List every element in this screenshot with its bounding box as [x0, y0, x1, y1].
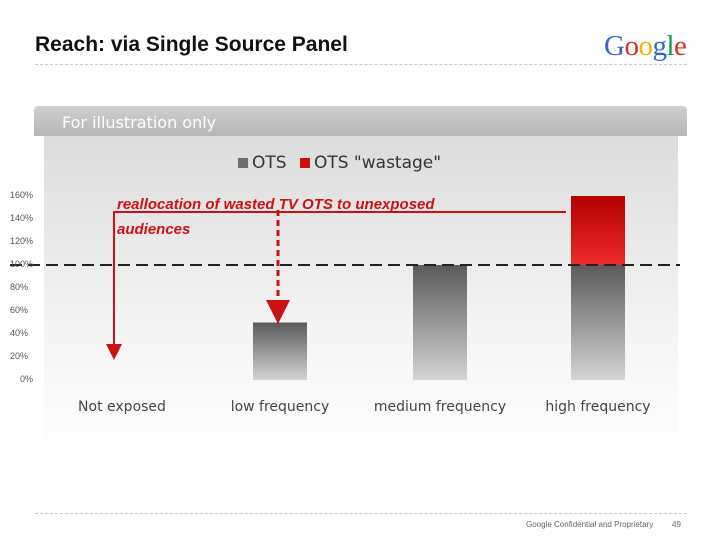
category-label: Not exposed — [78, 399, 166, 415]
y-tick-label: 40% — [10, 328, 29, 338]
bar-ots — [413, 265, 467, 380]
bar-ots — [253, 322, 307, 380]
y-tick-label: 120% — [10, 236, 34, 246]
banner-text: For illustration only — [62, 113, 217, 132]
annotation-line-1: reallocation of wasted TV OTS to unexpos… — [117, 196, 435, 213]
legend-label-wastage: OTS "wastage" — [313, 153, 442, 173]
logo-letter: l — [666, 30, 675, 62]
legend-swatch-ots — [238, 158, 248, 168]
logo-letter: g — [652, 30, 667, 62]
bar-wastage — [571, 196, 625, 265]
logo-letter: e — [674, 30, 687, 62]
logo-letter: o — [624, 30, 639, 62]
y-tick-label: 0% — [20, 374, 34, 384]
bar-ots — [571, 265, 625, 380]
category-label: high frequency — [545, 399, 651, 415]
footer-divider — [35, 513, 687, 514]
logo-letter: o — [638, 30, 653, 62]
legend-item-ots: OTS — [238, 153, 287, 173]
slide-title: Reach: via Single Source Panel — [35, 33, 348, 56]
y-tick-label: 140% — [10, 213, 34, 223]
annotation-line-2: audiences — [117, 221, 191, 238]
category-label: low frequency — [230, 399, 330, 415]
page-number: 49 — [672, 520, 681, 529]
legend-swatch-wastage — [299, 158, 310, 168]
y-tick-label: 20% — [10, 351, 29, 361]
illustration-banner: For illustration only — [34, 106, 687, 136]
legend-item-wastage: OTS "wastage" — [299, 153, 442, 173]
category-label: medium frequency — [373, 399, 507, 415]
y-tick-label: 160% — [10, 190, 34, 200]
legend-label-ots: OTS — [252, 153, 287, 173]
header-divider — [35, 64, 687, 65]
google-logo: Google — [604, 30, 687, 63]
footer-text: Google Confidential and Proprietary — [526, 520, 654, 529]
reallocation-annotation: reallocation of wasted TV OTS to unexpos… — [117, 192, 435, 242]
logo-letter: G — [604, 30, 625, 62]
y-tick-label: 100% — [10, 259, 34, 269]
chart-legend: OTS OTS "wastage" — [238, 153, 449, 173]
arrow-to-not-exposed — [106, 211, 566, 360]
y-tick-label: 80% — [10, 282, 29, 292]
y-tick-label: 60% — [10, 305, 29, 315]
